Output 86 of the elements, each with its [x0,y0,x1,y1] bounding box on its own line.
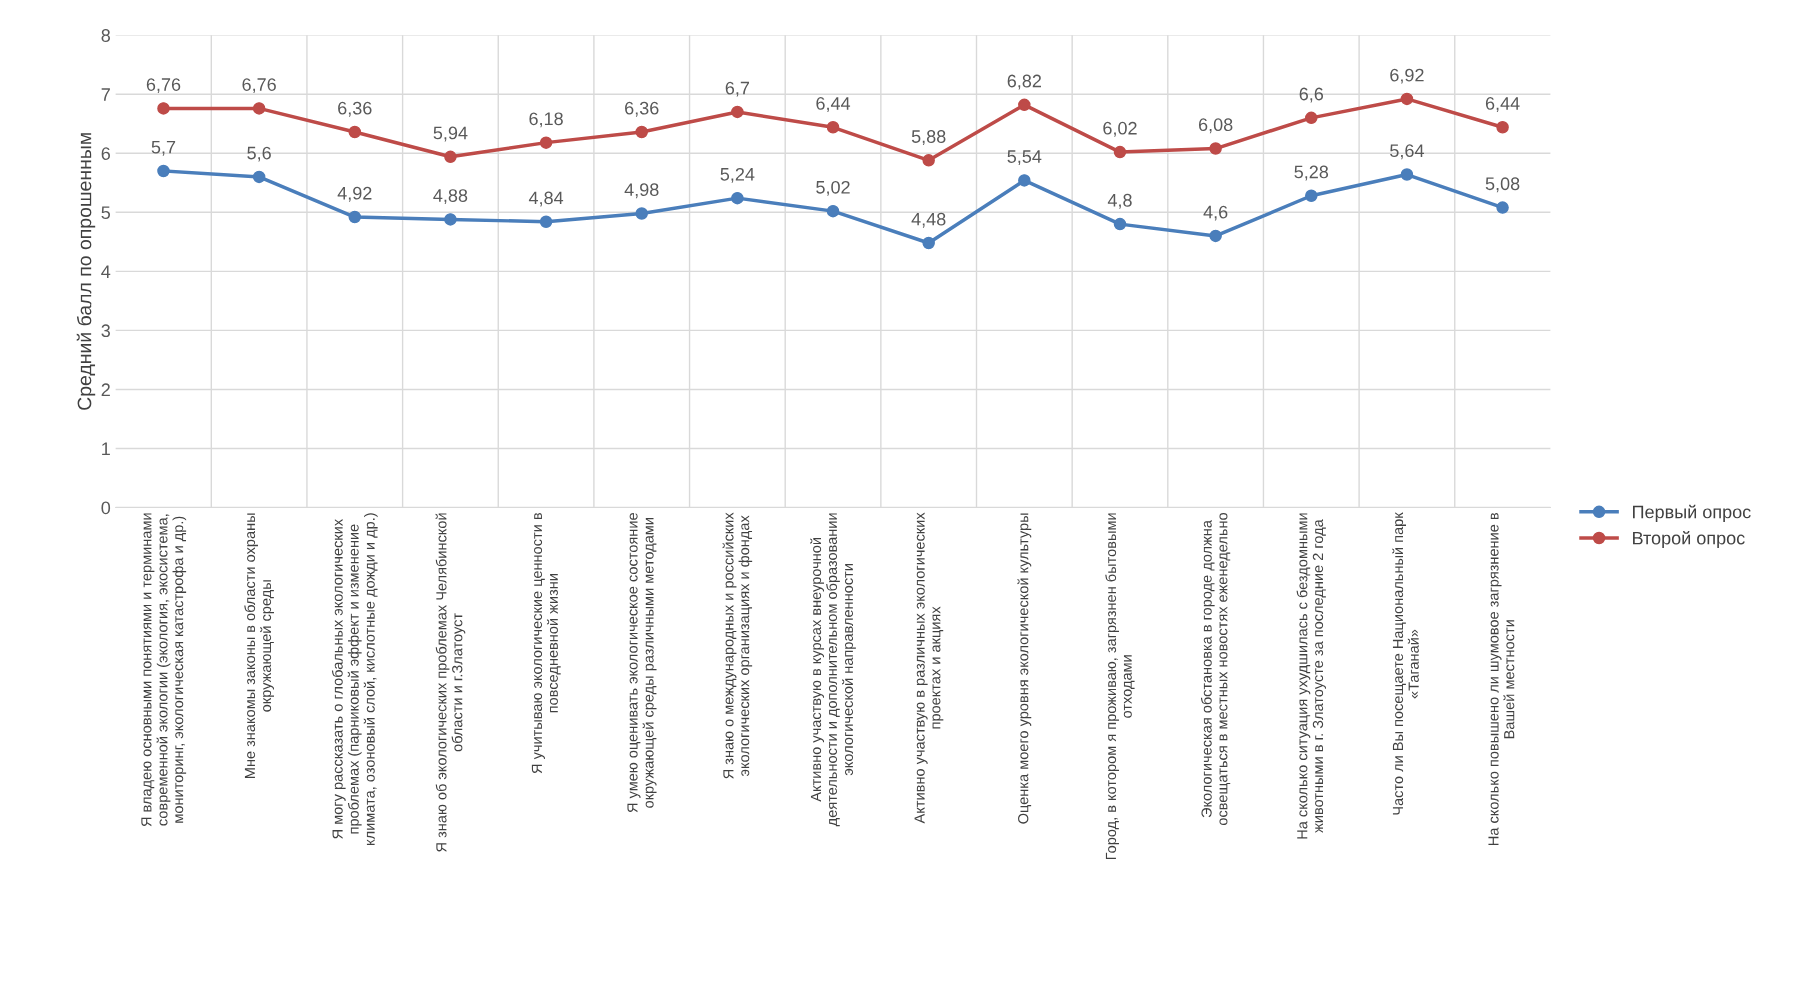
point [922,236,935,250]
data-label: 6,76 [146,78,181,94]
point [157,102,170,115]
x-tick-label: Я учитываю экологические ценности в повседневной жизни [531,513,561,774]
data-label: 6,18 [529,112,563,128]
point [444,213,457,226]
data-label: 6,44 [816,97,851,112]
data-label: 6,36 [625,101,659,117]
x-tick-label: Экологическая обстановка в городе должна освещаться в местных новостях еженедельно [1200,512,1231,826]
point [1305,189,1318,203]
point [444,150,457,164]
data-label: 6,36 [338,101,372,117]
x-tick-label: Оценка моего уровня экологической культуры [1017,513,1032,824]
data-label: 5,6 [247,146,271,162]
y-tick-label: 7 [101,88,110,101]
data-label: 4,92 [337,186,372,202]
x-tick-label: Мне знакомы законы в области охраны окружающей среды [244,513,274,779]
point [252,170,266,184]
point [731,105,744,119]
y-tick-label: 6 [101,147,110,160]
x-tick-label: Активно участвую в различных экологических проектах и акциях [914,512,944,824]
point [1018,174,1031,187]
point [1113,145,1127,159]
data-label: 5,24 [720,167,755,183]
data-label: 4,8 [1107,193,1132,209]
data-label: 5,08 [1485,177,1520,193]
data-label: 6,44 [1485,97,1520,112]
data-label: 6,7 [725,81,750,97]
y-tick-label: 4 [101,265,111,278]
point [539,136,553,149]
data-label: 5,64 [1390,144,1424,160]
point [1400,92,1414,106]
data-label: 6,82 [1007,74,1041,90]
point [1400,168,1414,181]
data-label: 6,76 [242,78,276,94]
y-tick-label: 0 [101,501,111,515]
point [157,164,170,178]
data-label: 6,92 [1390,68,1424,84]
data-label: 4,88 [433,189,468,205]
y-tick-label: 3 [101,324,110,338]
x-tick-label: Город, в котором я проживаю, загрязнен бытовыми отходами [1105,513,1135,860]
data-label: 6,02 [1103,121,1137,137]
point [348,210,362,224]
x-tick-label: Я владею основными понятиями и терминами современной экологии (экология, экосистема, мониторинг, экологическая катастрофа и др.) [141,513,187,827]
point [1305,111,1318,125]
x-tick-label: Я знаю об экологических проблемах Челябинской области и г.Златоуст [435,513,466,852]
x-tick-label: На сколько повышено ли шумовое загрязнение в Вашей местности [1488,513,1515,845]
point [731,191,744,205]
x-tick-label: На сколько ситуация ухудшилась с бездомными животными в г. Златоусте за последние 2 года [1296,513,1326,839]
point [1113,217,1127,231]
point [922,154,935,167]
data-label: 4,6 [1203,205,1228,221]
data-label: 4,48 [911,212,946,228]
x-tick-label: Активно участвую в курсах внеурочной деятельности и дополнительном образовании экологической направленности [810,513,856,827]
point [635,207,648,220]
point [826,204,840,218]
x-tick-label: Я могу рассказать о глобальных экологических проблемах (парниковый эффект и изменение климата, озоновый слой, кислотные дожди и др.) [331,513,378,845]
y-tick-label: 5 [101,206,111,220]
x-tick-label: Я умею оценивать экологическое состояние окружающей среды различными методами [627,513,657,813]
point [1496,121,1509,134]
point [348,125,362,139]
point [1209,229,1222,243]
y-axis-title: Средний балл по опрошенным [76,133,96,410]
data-label: 4,84 [528,191,564,207]
data-label: 5,02 [816,180,850,196]
data-label: 6,08 [1198,118,1233,134]
y-tick-label: 1 [102,442,110,456]
legend-label: Первый опрос [1633,504,1751,522]
data-label: 5,94 [433,126,468,142]
point [1209,142,1222,155]
x-tick-label: Часто ли Вы посещаете Национальный парк «Таганай» [1392,512,1419,815]
point [252,102,266,115]
y-tick-label: 2 [101,383,110,396]
data-label: 6,6 [1299,87,1324,103]
data-label: 5,88 [911,130,946,146]
y-tick-label: 8 [101,29,110,42]
data-label: 5,7 [151,140,176,156]
data-label: 4,98 [624,183,659,199]
point [539,215,553,229]
point [1496,201,1509,214]
point [826,121,840,134]
data-label: 5,54 [1007,150,1042,166]
legend-label: Второй опрос [1633,530,1745,549]
point [1018,98,1031,112]
data-label: 5,28 [1294,165,1329,181]
point [635,125,648,139]
